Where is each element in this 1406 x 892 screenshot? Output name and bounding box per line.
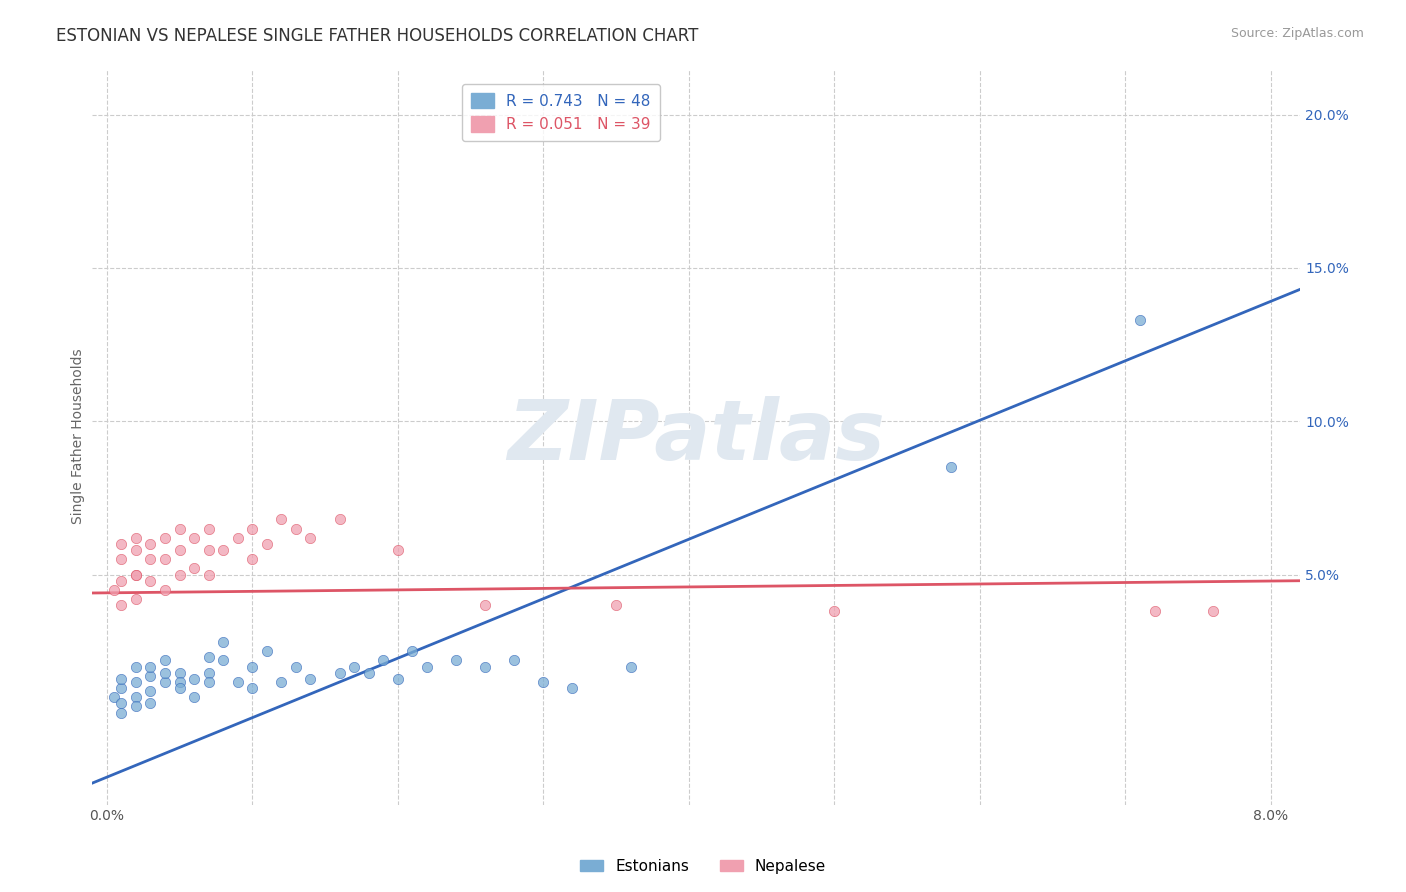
Point — [226, 675, 249, 690]
Point — [125, 567, 148, 582]
Point — [212, 543, 235, 558]
Point — [110, 537, 132, 551]
Point — [153, 552, 176, 566]
Point — [139, 659, 162, 673]
Point — [110, 706, 132, 720]
Point — [503, 653, 526, 667]
Point — [183, 690, 205, 705]
Point — [329, 665, 352, 680]
Point — [125, 543, 148, 558]
Point — [256, 644, 278, 658]
Point — [110, 681, 132, 695]
Point — [299, 672, 322, 686]
Point — [125, 567, 148, 582]
Point — [387, 672, 409, 686]
Point — [139, 697, 162, 711]
Point — [169, 681, 191, 695]
Point — [153, 582, 176, 597]
Point — [110, 552, 132, 566]
Point — [605, 599, 627, 613]
Point — [183, 561, 205, 575]
Point — [240, 552, 263, 566]
Point — [270, 675, 292, 690]
Point — [284, 522, 307, 536]
Point — [240, 659, 263, 673]
Point — [197, 522, 219, 536]
Point — [474, 659, 496, 673]
Point — [139, 669, 162, 683]
Point — [125, 699, 148, 714]
Point — [531, 675, 554, 690]
Text: ZIPatlas: ZIPatlas — [508, 396, 884, 477]
Point — [197, 567, 219, 582]
Point — [197, 543, 219, 558]
Point — [343, 659, 366, 673]
Point — [357, 665, 380, 680]
Point — [240, 522, 263, 536]
Point — [561, 681, 583, 695]
Point — [110, 574, 132, 588]
Point — [153, 653, 176, 667]
Point — [169, 665, 191, 680]
Point — [444, 653, 467, 667]
Point — [103, 690, 125, 705]
Point — [125, 592, 148, 607]
Point — [299, 531, 322, 545]
Point — [169, 543, 191, 558]
Point — [1129, 313, 1152, 327]
Point — [139, 552, 162, 566]
Point — [169, 567, 191, 582]
Point — [329, 512, 352, 526]
Point — [125, 659, 148, 673]
Point — [153, 675, 176, 690]
Point — [373, 653, 395, 667]
Point — [197, 650, 219, 665]
Point — [139, 537, 162, 551]
Point — [1202, 604, 1225, 618]
Point — [125, 690, 148, 705]
Point — [103, 582, 125, 597]
Point — [401, 644, 423, 658]
Legend: R = 0.743   N = 48, R = 0.051   N = 39: R = 0.743 N = 48, R = 0.051 N = 39 — [463, 84, 661, 142]
Point — [183, 531, 205, 545]
Point — [226, 531, 249, 545]
Point — [1143, 604, 1166, 618]
Point — [284, 659, 307, 673]
Point — [197, 675, 219, 690]
Point — [416, 659, 439, 673]
Point — [183, 672, 205, 686]
Point — [125, 675, 148, 690]
Point — [139, 574, 162, 588]
Point — [270, 512, 292, 526]
Text: ESTONIAN VS NEPALESE SINGLE FATHER HOUSEHOLDS CORRELATION CHART: ESTONIAN VS NEPALESE SINGLE FATHER HOUSE… — [56, 27, 699, 45]
Point — [212, 653, 235, 667]
Point — [620, 659, 643, 673]
Point — [197, 665, 219, 680]
Point — [153, 531, 176, 545]
Point — [256, 537, 278, 551]
Point — [110, 599, 132, 613]
Y-axis label: Single Father Households: Single Father Households — [72, 349, 86, 524]
Point — [153, 665, 176, 680]
Legend: Estonians, Nepalese: Estonians, Nepalese — [574, 853, 832, 880]
Point — [212, 635, 235, 649]
Point — [387, 543, 409, 558]
Point — [110, 672, 132, 686]
Point — [823, 604, 845, 618]
Point — [110, 697, 132, 711]
Point — [474, 599, 496, 613]
Point — [139, 684, 162, 698]
Point — [125, 531, 148, 545]
Point — [939, 460, 962, 475]
Text: Source: ZipAtlas.com: Source: ZipAtlas.com — [1230, 27, 1364, 40]
Point — [240, 681, 263, 695]
Point — [169, 522, 191, 536]
Point — [169, 675, 191, 690]
